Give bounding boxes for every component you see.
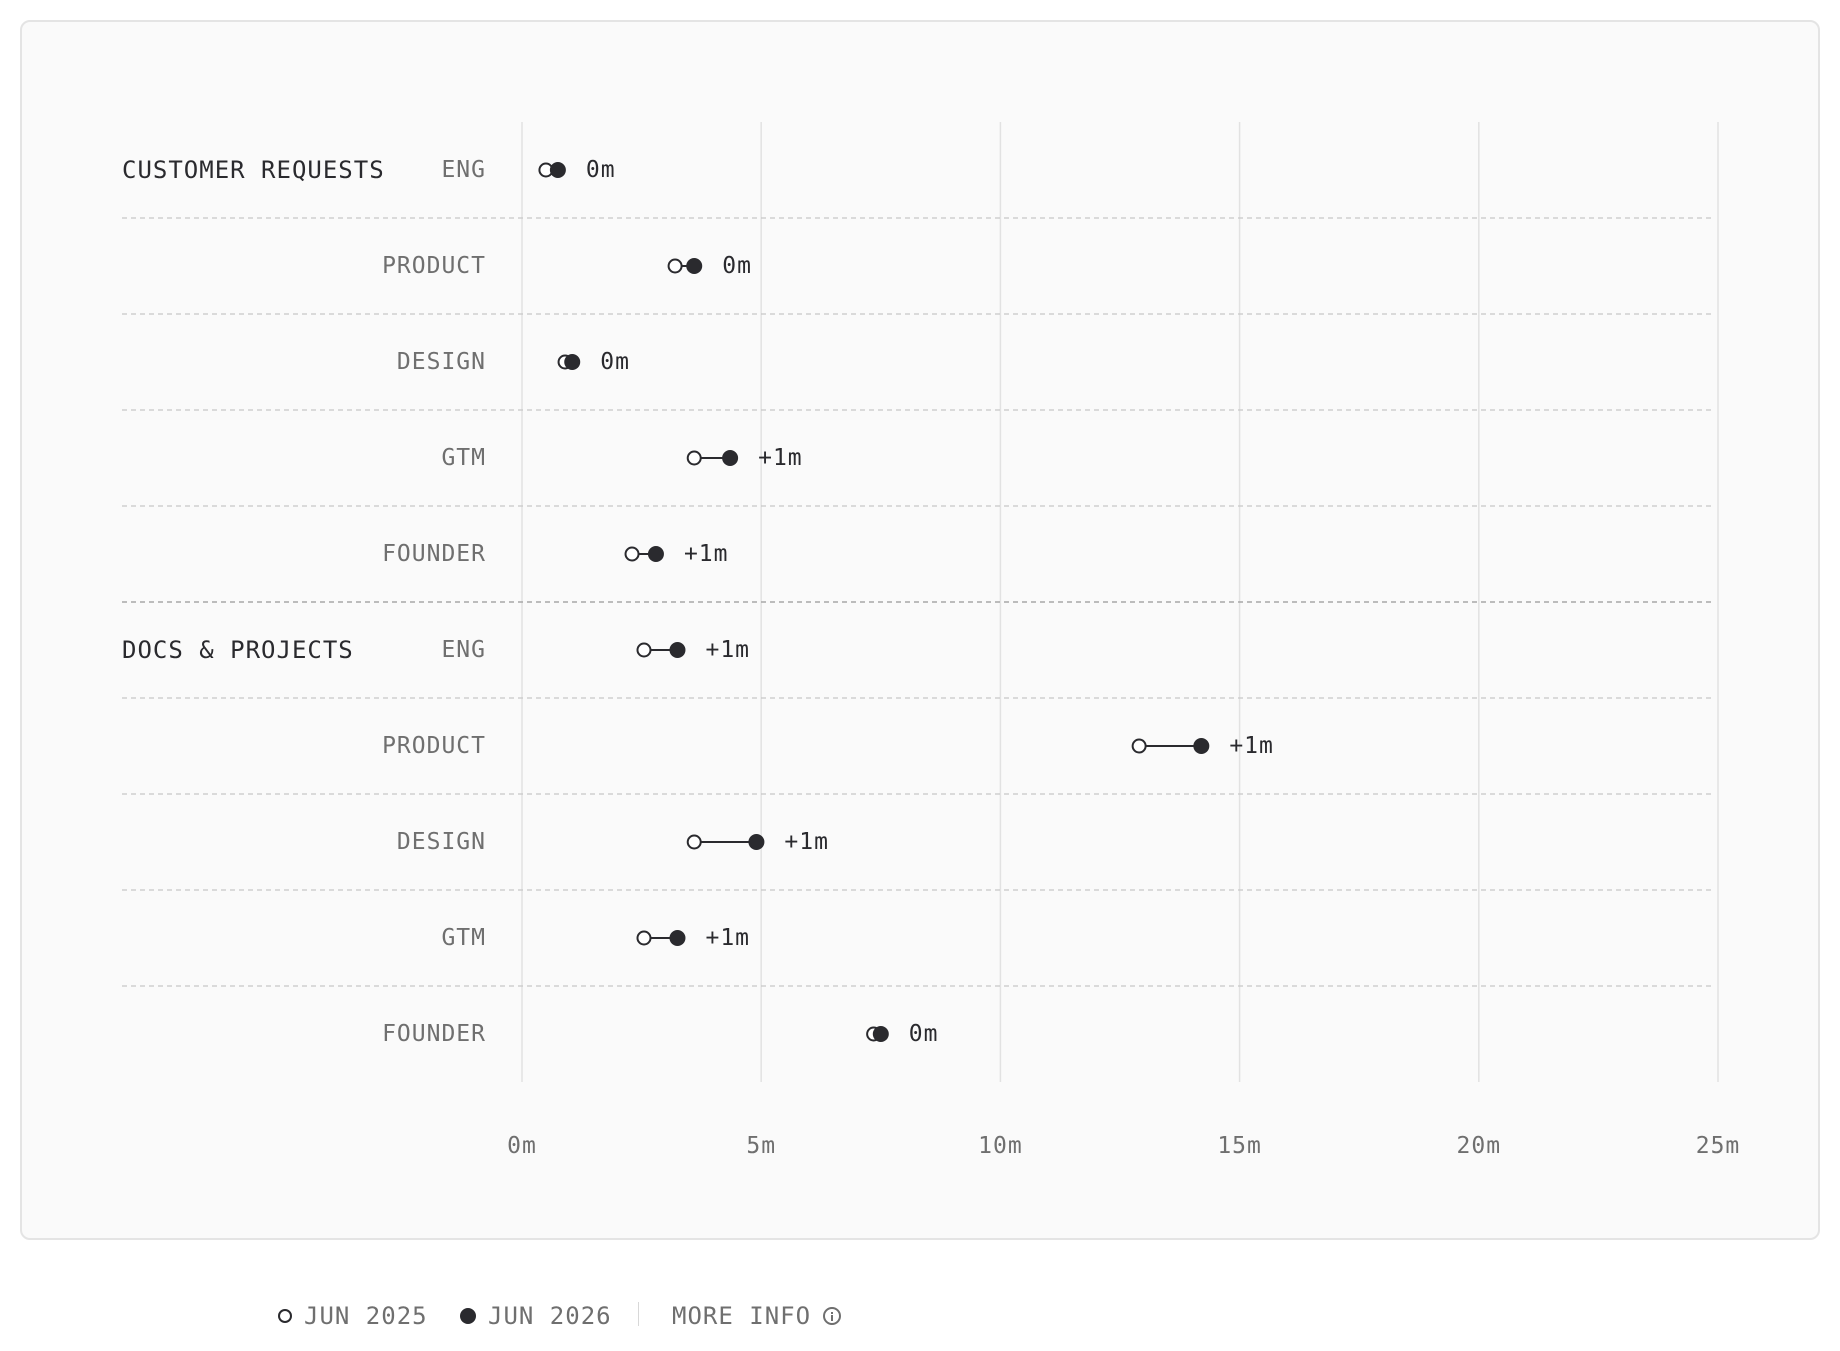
- change-label-0-0: 0m: [586, 157, 616, 183]
- row-label-1-0: ENG: [441, 637, 486, 663]
- x-tick-label-25m: 25m: [1696, 1133, 1741, 1159]
- legend-item-jun-2025: JUN 2025: [278, 1298, 428, 1334]
- change-label-1-0: +1m: [705, 637, 750, 663]
- point-end-1-4: [872, 1026, 889, 1042]
- point-end-1-3: [669, 930, 686, 946]
- point-end-1-0: [669, 642, 686, 658]
- x-tick-label-5m: 5m: [746, 1133, 776, 1159]
- filled-circle-icon: [460, 1308, 476, 1324]
- point-end-0-4: [647, 546, 664, 562]
- change-label-1-1: +1m: [1229, 733, 1274, 759]
- change-label-0-4: +1m: [684, 541, 729, 567]
- point-end-0-0: [549, 162, 566, 178]
- row-label-0-1: PRODUCT: [382, 253, 486, 279]
- point-end-0-3: [722, 450, 739, 466]
- chart-panel: [20, 20, 1820, 1240]
- change-label-0-3: +1m: [758, 445, 803, 471]
- open-circle-icon: [278, 1309, 292, 1323]
- point-start-1-1: [1131, 738, 1147, 754]
- row-label-0-2: DESIGN: [397, 349, 486, 375]
- x-tick-label-15m: 15m: [1217, 1133, 1262, 1159]
- x-tick-label-10m: 10m: [978, 1133, 1023, 1159]
- point-end-1-1: [1193, 738, 1210, 754]
- row-label-1-3: GTM: [441, 925, 486, 951]
- point-start-1-2: [686, 834, 702, 850]
- row-label-0-0: ENG: [441, 157, 486, 183]
- change-label-1-2: +1m: [784, 829, 829, 855]
- point-start-0-1: [667, 258, 683, 274]
- row-label-0-4: FOUNDER: [382, 541, 486, 567]
- more-info-label: MORE INFO: [672, 1302, 812, 1330]
- group-label-0: CUSTOMER REQUESTS: [122, 156, 385, 184]
- point-start-0-3: [686, 450, 702, 466]
- point-end-0-1: [686, 258, 703, 274]
- info-icon[interactable]: [823, 1307, 842, 1325]
- change-label-1-4: 0m: [909, 1021, 939, 1047]
- row-label-0-3: GTM: [441, 445, 486, 471]
- change-label-0-1: 0m: [722, 253, 752, 279]
- more-info-link[interactable]: MORE INFO: [672, 1298, 842, 1334]
- legend-label-jun-2025: JUN 2025: [304, 1302, 428, 1330]
- point-start-0-4: [624, 546, 640, 562]
- legend-separator: [638, 1302, 639, 1326]
- point-start-1-0: [636, 642, 652, 658]
- x-tick-label-20m: 20m: [1457, 1133, 1502, 1159]
- point-end-1-2: [748, 834, 765, 850]
- legend-item-jun-2026: JUN 2026: [460, 1298, 612, 1334]
- legend-label-jun-2026: JUN 2026: [488, 1302, 612, 1330]
- row-label-1-1: PRODUCT: [382, 733, 486, 759]
- point-start-1-3: [636, 930, 652, 946]
- x-tick-label-0m: 0m: [507, 1133, 537, 1159]
- point-end-0-2: [564, 354, 581, 370]
- change-label-1-3: +1m: [705, 925, 750, 951]
- group-label-1: DOCS & PROJECTS: [122, 636, 354, 664]
- change-label-0-2: 0m: [600, 349, 630, 375]
- row-label-1-2: DESIGN: [397, 829, 486, 855]
- row-label-1-4: FOUNDER: [382, 1021, 486, 1047]
